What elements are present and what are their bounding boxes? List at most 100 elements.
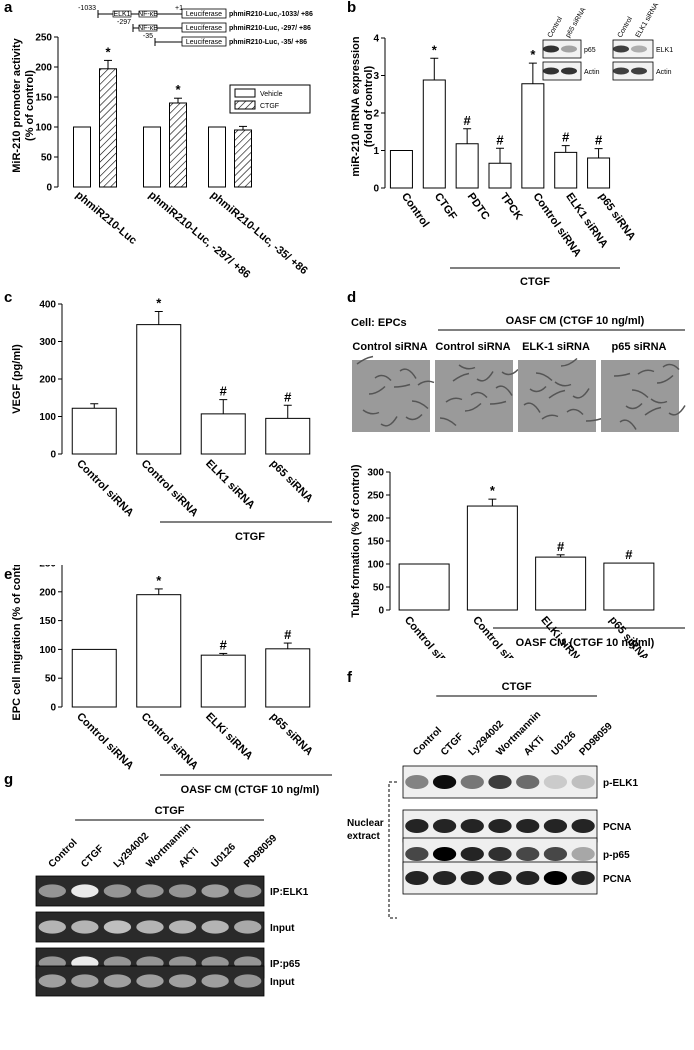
bar (169, 102, 187, 188)
blot-row-label: Actin (584, 69, 600, 76)
legend-label: CTGF (260, 103, 279, 110)
tube-structure (625, 402, 643, 410)
significance-marker: # (625, 547, 633, 562)
bar (234, 129, 252, 188)
tube-structure (662, 363, 680, 371)
blot-band (571, 774, 595, 790)
lane-label: U0126 (209, 841, 238, 870)
blot-column-label: p65 siRNA (565, 6, 588, 39)
group-label: CTGF (155, 805, 185, 817)
blot-band (432, 774, 457, 790)
blot-band (543, 774, 568, 790)
lane-label: CTGF (439, 731, 466, 758)
tube-structure (452, 372, 470, 382)
panel-label: f (347, 669, 353, 686)
bar (422, 79, 446, 189)
blot-band (631, 45, 647, 53)
tube-structure (374, 374, 392, 382)
bar (455, 143, 479, 189)
image-label: ELK-1 siRNA (522, 341, 590, 353)
blot-band (488, 818, 512, 834)
legend-swatch (234, 88, 256, 98)
reporter-box (181, 22, 227, 33)
lane-label: Control (411, 725, 444, 758)
blot-band (136, 974, 164, 988)
group-label: OASF CM (CTGF 10 ng/ml) (181, 784, 320, 796)
y-axis-label: MiR-210 promoter activity(% of control) (11, 37, 36, 172)
y-tick-label: 400 (39, 300, 56, 311)
blot-band (571, 818, 595, 834)
panel-label: c (4, 289, 12, 306)
blot-band (543, 67, 559, 75)
blot-band (168, 974, 197, 988)
category-label: Control (399, 191, 431, 230)
category-label: phmiR210-Luc (73, 189, 139, 247)
y-tick-label: 200 (39, 587, 56, 598)
tube-structure (656, 374, 674, 384)
image-label: p65 siRNA (611, 341, 666, 353)
tube-structure (464, 402, 482, 412)
y-tick-label: 250 (367, 491, 384, 502)
blot-row-label: p-ELK1 (603, 778, 638, 789)
y-tick-label: 50 (45, 674, 57, 685)
element-box (112, 10, 132, 18)
bar (603, 562, 655, 611)
bar (488, 162, 512, 189)
construct-start: -1033 (78, 5, 96, 12)
significance-marker: * (490, 483, 496, 498)
tube-structure (541, 414, 559, 420)
blot-row-label: Input (270, 977, 295, 988)
category-label: TPCK (498, 191, 525, 222)
blot-band (38, 920, 66, 934)
blot-band (71, 920, 99, 934)
bar (265, 648, 311, 708)
bar (73, 126, 91, 188)
blot-band (543, 870, 568, 886)
y-tick-label: 150 (367, 537, 384, 548)
blot-band (516, 774, 540, 790)
y-tick-label: 200 (35, 63, 52, 74)
panel-c: c 0 100 200 300 400 VEGF (pg/ml) * # # Control si… (4, 289, 332, 543)
blot-band (460, 818, 484, 834)
blot-band (168, 920, 197, 934)
category-label: Control siRNA (139, 711, 201, 773)
bar (143, 126, 161, 188)
blot-band (405, 818, 429, 834)
lane-label: CTGF (79, 843, 106, 870)
y-tick-label: 1 (373, 146, 379, 157)
bar (99, 68, 117, 188)
tube-structure (495, 385, 513, 396)
significance-marker: # (496, 132, 504, 147)
side-label: Nuclear (347, 818, 384, 829)
side-label: extract (347, 831, 380, 842)
lane-label: Control (47, 837, 80, 870)
element-label: NF-κB (138, 25, 158, 32)
construct-start: -35 (143, 33, 153, 40)
panel-label: d (347, 289, 356, 306)
blot-band (38, 884, 66, 898)
category-label: p65 siRNA (268, 711, 315, 758)
y-tick-label: 100 (35, 123, 52, 134)
category-label: CTGF (432, 191, 459, 223)
blot-band (561, 67, 577, 75)
y-tick-label: 2 (373, 109, 379, 120)
y-tick-label: 50 (41, 153, 53, 164)
tube-structure (523, 402, 541, 413)
blot-band (488, 870, 512, 886)
panel-label: b (347, 0, 356, 16)
legend-swatch (234, 100, 256, 110)
construct-name: phmiR210-Luc,-1033/ +86 (229, 11, 313, 18)
y-tick-label: 0 (373, 184, 379, 195)
blot-band (613, 45, 629, 53)
micrograph-bg (518, 360, 596, 432)
bar (71, 648, 117, 708)
image-label: Control siRNA (435, 341, 510, 353)
blot-band (234, 920, 262, 934)
tube-structure (501, 368, 519, 376)
construct-end: +1 (175, 5, 183, 12)
bar (521, 83, 545, 189)
significance-marker: # (284, 389, 292, 404)
construct-start: -297 (117, 19, 131, 26)
tube-structure (380, 416, 398, 427)
